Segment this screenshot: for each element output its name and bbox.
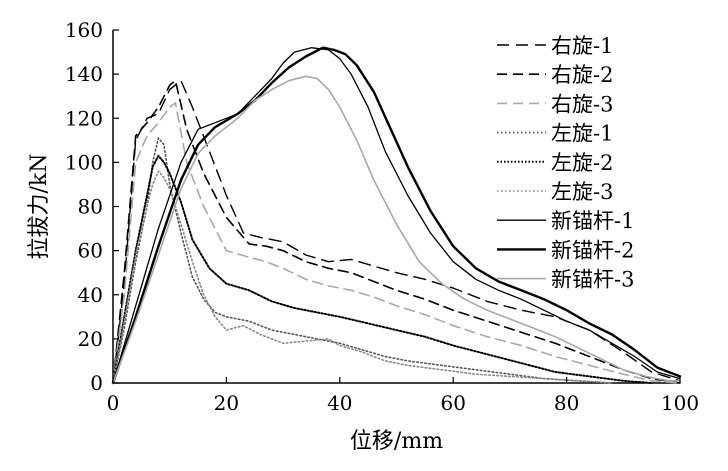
- series-lines: [111, 46, 682, 385]
- legend-label-4: 左旋-1: [551, 122, 613, 146]
- series-line-2: [112, 79, 681, 384]
- y-tick-label: 40: [78, 283, 103, 307]
- x-tick-label: 40: [327, 391, 352, 415]
- y-tick-label: 140: [65, 62, 103, 86]
- legend-label-9: 新锚杆-3: [551, 268, 634, 292]
- x-tick-label: 0: [107, 391, 120, 415]
- y-tick-label: 160: [65, 18, 103, 42]
- tick-labels: 0 20 40 60 80 100 0 20 40 60 80 100 120 140 160: [65, 18, 699, 415]
- x-tick-label: 80: [554, 391, 579, 415]
- y-axis-title: 拉拔力/kN: [27, 154, 52, 260]
- y-tick-label: 120: [65, 106, 103, 130]
- y-tick-label: 20: [78, 327, 103, 351]
- legend-label-3: 右旋-3: [551, 92, 613, 116]
- x-tick-label: 100: [661, 391, 699, 415]
- series-line-8: [111, 46, 682, 385]
- series-line-7: [112, 47, 681, 384]
- x-tick-label: 60: [440, 391, 465, 415]
- series-line-5: [112, 154, 653, 384]
- x-tick-label: 20: [214, 391, 239, 415]
- legend-label-5: 左旋-2: [551, 151, 613, 175]
- legend-label-7: 新锚杆-1: [551, 209, 634, 233]
- legend-label-1: 右旋-1: [551, 34, 613, 58]
- legend-label-8: 新锚杆-2: [551, 238, 634, 262]
- y-tick-label: 100: [65, 150, 103, 174]
- series-line-4: [112, 137, 613, 384]
- series-line-1: [112, 80, 681, 384]
- y-tick-label: 80: [78, 195, 103, 219]
- y-tick-label: 60: [78, 239, 103, 263]
- series-line-6: [112, 170, 613, 384]
- legend-label-2: 右旋-2: [551, 63, 613, 87]
- legend: 右旋-1 右旋-2 右旋-3 左旋-1 左旋-2 左旋-3 新锚杆-1 新锚杆-2 新锚杆-3: [497, 34, 634, 292]
- legend-label-6: 左旋-3: [551, 180, 613, 204]
- y-tick-label: 0: [90, 371, 103, 395]
- series-line-3: [112, 102, 681, 384]
- x-axis-title: 位移/mm: [350, 429, 443, 454]
- series-line-9: [112, 75, 681, 384]
